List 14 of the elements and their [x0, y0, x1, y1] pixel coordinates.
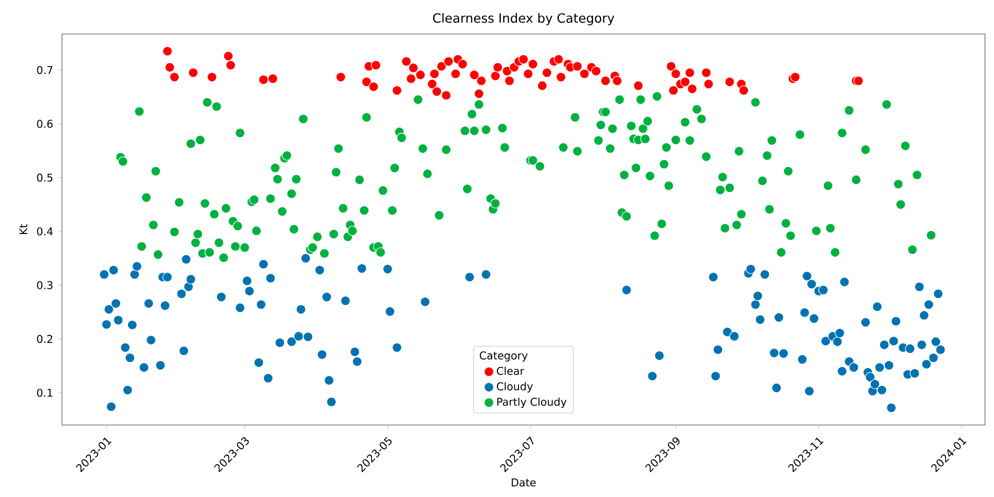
y-tick-label: 0.1: [37, 388, 52, 397]
y-tick-label: 0.2: [37, 334, 52, 343]
legend-label: Cloudy: [496, 382, 533, 392]
legend-title: Category: [480, 351, 528, 362]
y-tick-label: 0.4: [37, 227, 53, 236]
y-tick-label: 0.7: [37, 66, 52, 74]
legend-label: Clear: [496, 366, 524, 375]
y-axis-title: Kt: [19, 224, 28, 234]
y-tick-label: 0.5: [37, 174, 52, 182]
y-tick-label: 0.6: [37, 120, 53, 128]
legend-label: Partly Cloudy: [497, 398, 566, 408]
chart-title: Clearness Index by Category: [433, 13, 614, 26]
x-axis-title: Date: [512, 478, 536, 486]
y-tick-label: 0.3: [37, 281, 52, 290]
